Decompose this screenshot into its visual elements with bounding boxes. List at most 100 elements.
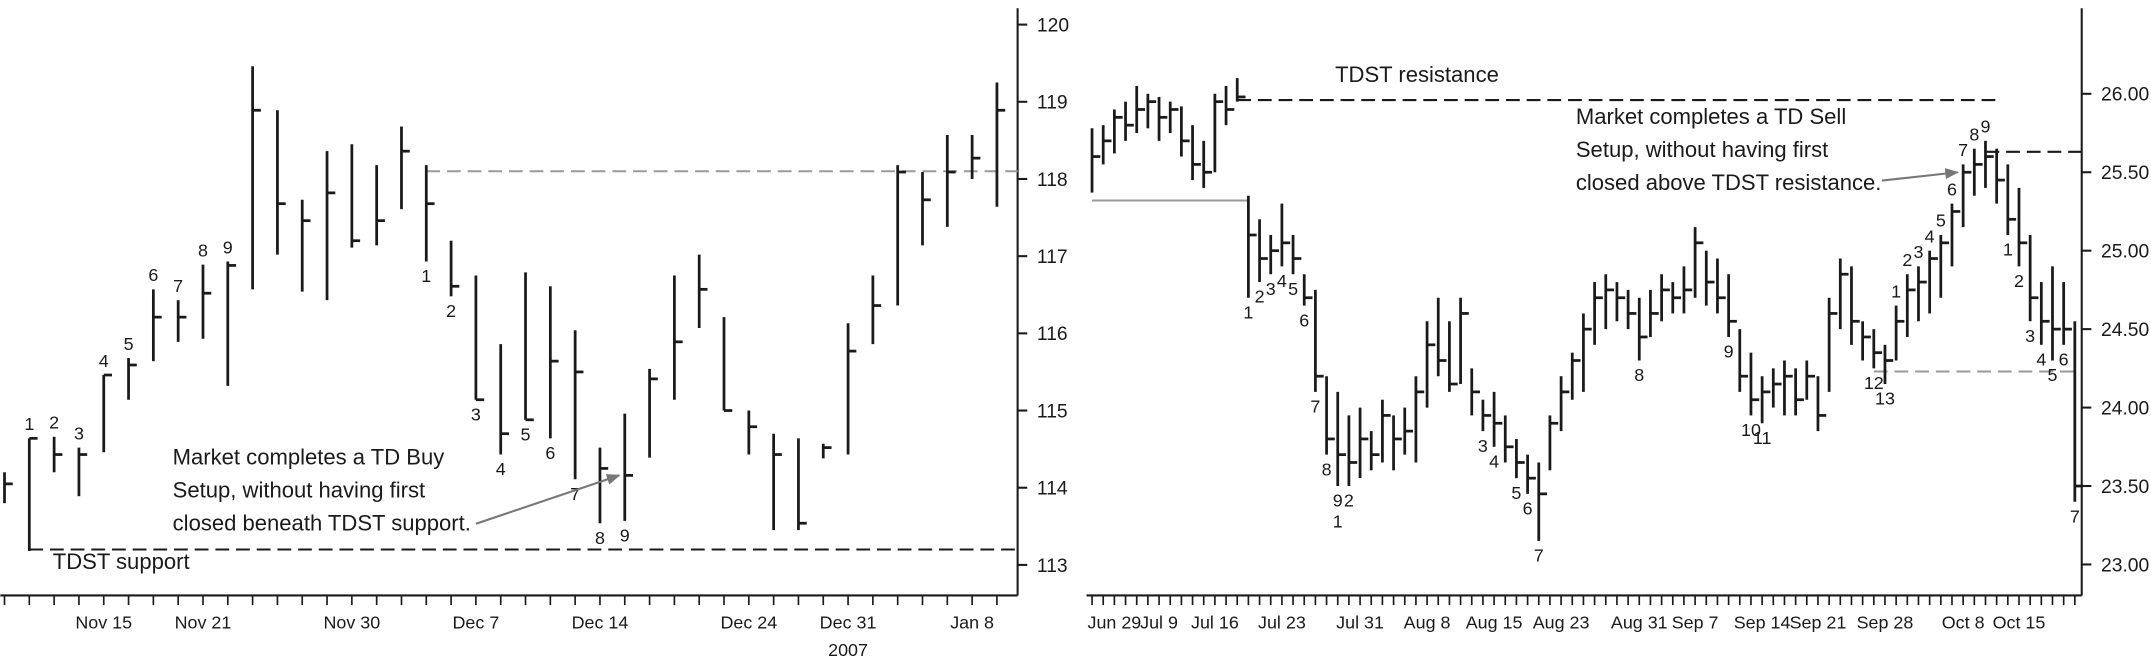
x-tick-label: Dec 14 xyxy=(572,613,629,633)
buy-count: 7 xyxy=(1310,397,1320,417)
annotation-arrow xyxy=(1881,168,1960,182)
buy-count: 6 xyxy=(545,443,555,463)
sell-count: 3 xyxy=(74,423,84,443)
x-tick-label: Sep 7 xyxy=(1672,613,1719,633)
annotation-text: Setup, without having first xyxy=(173,478,425,503)
y-tick-label: 23.00 xyxy=(2101,555,2149,576)
annotation-arrow xyxy=(475,474,621,525)
x-tick-label: Dec 24 xyxy=(720,613,777,633)
y-tick-label: 24.50 xyxy=(2101,320,2149,341)
sell-count: 6 xyxy=(148,265,158,285)
x-tick-label: Aug 8 xyxy=(1404,613,1451,633)
y-tick-label: 25.00 xyxy=(2101,242,2149,263)
x-tick-label: Sep 21 xyxy=(1790,613,1847,633)
annotation-text: Setup, without having first xyxy=(1576,137,1828,162)
countdown-count: 12 xyxy=(1864,373,1884,393)
x-tick-label: Jan 8 xyxy=(950,613,994,633)
annotation-text: Market completes a TD Buy xyxy=(173,445,445,470)
y-tick-label: 26.00 xyxy=(2101,85,2149,106)
buy-count: 5 xyxy=(521,424,531,444)
countdown-count: 6 xyxy=(1523,499,1533,519)
annotation-text: closed above TDST resistance. xyxy=(1576,170,1882,195)
sell-count: 5 xyxy=(124,334,134,354)
buy-count: 3 xyxy=(1266,279,1276,299)
buy-count: 3 xyxy=(2025,326,2035,346)
sell-count: 8 xyxy=(1969,124,1979,144)
y-tick-label: 24.00 xyxy=(2101,398,2149,419)
y-tick-label: 25.50 xyxy=(2101,163,2149,184)
x-tick-label: Oct 8 xyxy=(1942,613,1985,633)
y-tick-label: 116 xyxy=(1037,324,1068,345)
countdown-count: 8 xyxy=(1634,365,1644,385)
countdown-count: 5 xyxy=(1511,483,1521,503)
level-label: TDST resistance xyxy=(1335,62,1499,87)
x-tick-label: Jul 16 xyxy=(1191,613,1239,633)
buy-count: 7 xyxy=(2070,506,2080,526)
buy-count: 4 xyxy=(1277,271,1287,291)
buy-count: 9 xyxy=(620,526,630,546)
y-tick-label: 120 xyxy=(1037,15,1069,36)
buy-count: 2 xyxy=(2014,271,2024,291)
countdown-count: 10 xyxy=(1741,420,1761,440)
annotation-text: closed beneath TDST support. xyxy=(173,511,471,536)
x-tick-label: Nov 15 xyxy=(75,613,132,633)
countdown-count: 2 xyxy=(1344,491,1354,511)
x-tick-label: Jul 9 xyxy=(1140,613,1178,633)
y-tick-label: 119 xyxy=(1037,93,1068,114)
countdown-count: 9 xyxy=(1724,342,1734,362)
y-tick-label: 117 xyxy=(1037,247,1068,268)
countdown-count: 1 xyxy=(1333,511,1343,531)
sell-count: 9 xyxy=(223,237,233,257)
sell-count: 1 xyxy=(24,414,34,434)
buy-count: 1 xyxy=(421,266,431,286)
countdown-count: 3 xyxy=(1478,436,1488,456)
sell-count: 5 xyxy=(1936,211,1946,231)
x-tick-label: Oct 15 xyxy=(1993,613,2046,633)
countdown-count: 13 xyxy=(1875,389,1895,409)
buy-count: 3 xyxy=(471,404,481,424)
x-tick-label: Aug 15 xyxy=(1466,613,1523,633)
sell-count: 6 xyxy=(1947,179,1957,199)
buy-count: 8 xyxy=(595,528,605,548)
sell-count: 4 xyxy=(99,351,109,371)
buy-count: 6 xyxy=(2059,349,2069,369)
year-label: 2007 xyxy=(828,640,868,660)
x-tick-label: Sep 28 xyxy=(1857,613,1914,633)
sell-count: 4 xyxy=(1925,226,1935,246)
y-tick-label: 118 xyxy=(1037,170,1068,191)
countdown-count: 4 xyxy=(1489,451,1499,471)
buy-count: 6 xyxy=(1299,310,1309,330)
y-tick-label: 23.50 xyxy=(2101,477,2149,498)
buy-count: 5 xyxy=(1288,279,1298,299)
y-tick-label: 114 xyxy=(1037,479,1068,500)
sell-count: 2 xyxy=(49,413,59,433)
buy-count: 7 xyxy=(570,484,580,504)
buy-count: 2 xyxy=(1255,287,1265,307)
x-tick-label: Jul 31 xyxy=(1336,613,1384,633)
countdown-count: 11 xyxy=(1753,428,1772,448)
x-tick-label: Dec 7 xyxy=(453,613,500,633)
y-tick-label: 115 xyxy=(1037,401,1068,422)
x-tick-label: Nov 30 xyxy=(323,613,380,633)
sell-count: 2 xyxy=(1902,250,1912,270)
countdown-count: 7 xyxy=(1534,546,1544,566)
annotation-text: Market completes a TD Sell xyxy=(1576,104,1846,129)
x-tick-label: Nov 21 xyxy=(175,613,232,633)
buy-count: 1 xyxy=(1243,302,1253,322)
sell-count: 8 xyxy=(198,240,208,260)
buy-count: 1 xyxy=(2003,240,2013,260)
x-tick-label: Dec 31 xyxy=(820,613,877,633)
sell-count: 7 xyxy=(1958,140,1968,160)
x-tick-label: Jun 29 xyxy=(1087,613,1141,633)
y-tick-label: 113 xyxy=(1037,556,1068,577)
x-tick-label: Aug 31 xyxy=(1611,613,1668,633)
buy-count: 4 xyxy=(2036,349,2046,369)
buy-count: 4 xyxy=(496,459,506,479)
x-tick-label: Sep 14 xyxy=(1734,613,1791,633)
buy-count: 9 xyxy=(1333,491,1343,511)
buy-count: 5 xyxy=(2048,365,2058,385)
sell-count: 1 xyxy=(1891,281,1901,301)
sell-count: 3 xyxy=(1913,242,1923,262)
buy-count: 2 xyxy=(446,301,456,321)
